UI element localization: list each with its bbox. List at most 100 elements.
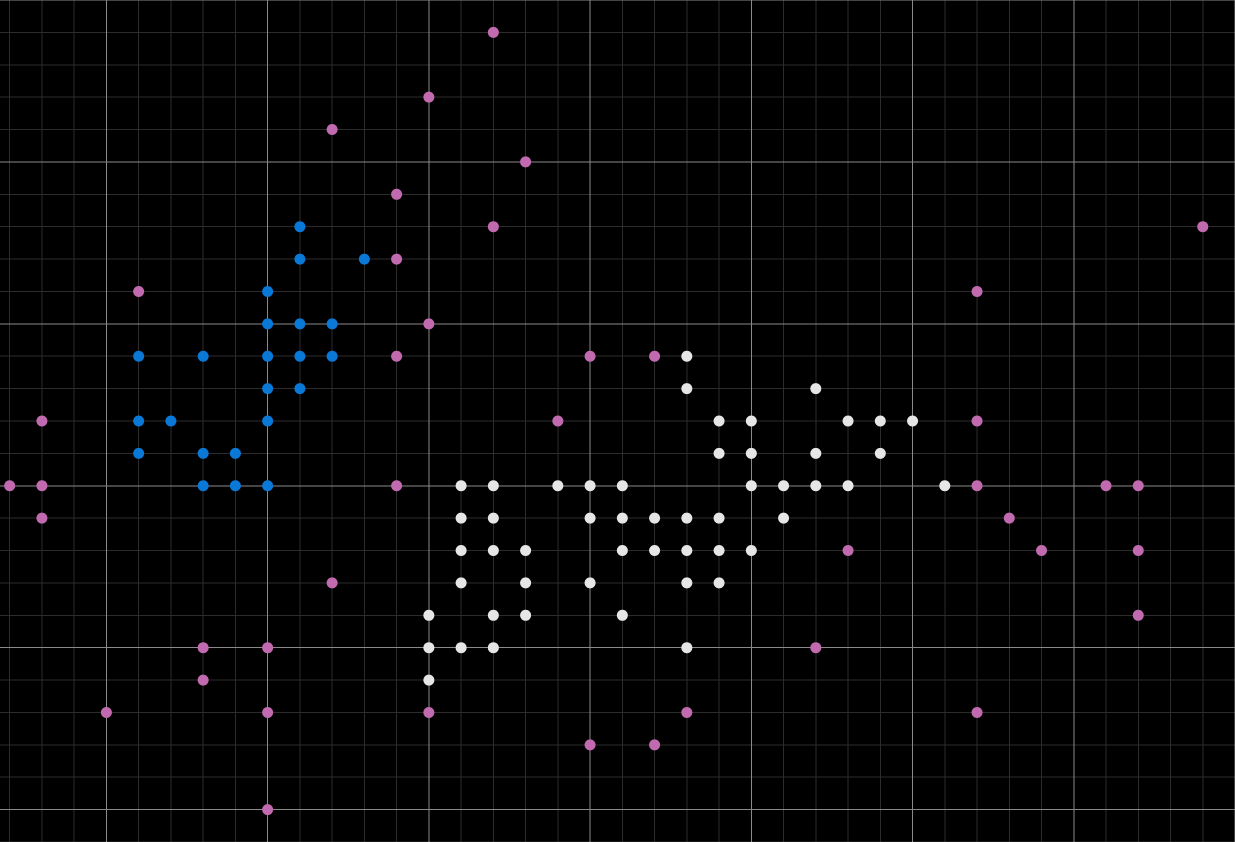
data-points [4,26,1209,816]
data-point-series-2 [262,480,274,492]
data-point-series-2 [262,383,274,395]
data-point-series-1 [262,706,274,718]
data-point-series-3 [681,350,693,362]
data-point-series-1 [649,350,661,362]
data-point-series-3 [423,642,435,654]
data-point-series-3 [842,480,854,492]
data-point-series-1 [1132,609,1144,621]
data-point-series-2 [294,383,306,395]
data-point-series-1 [197,642,209,654]
data-point-series-1 [36,512,48,524]
data-point-series-3 [520,545,532,557]
data-point-series-1 [1197,221,1209,233]
data-point-series-3 [487,545,499,557]
data-point-series-3 [713,415,725,427]
data-point-series-3 [649,545,661,557]
data-point-series-1 [584,739,596,751]
data-point-series-1 [4,480,16,492]
data-point-series-2 [294,350,306,362]
data-point-series-3 [713,512,725,524]
data-point-series-3 [745,480,757,492]
data-point-series-1 [520,156,532,168]
data-point-series-2 [294,318,306,330]
data-point-series-3 [616,609,628,621]
data-point-series-3 [810,383,822,395]
data-point-series-3 [584,480,596,492]
data-point-series-3 [584,577,596,589]
data-point-series-2 [229,447,241,459]
data-point-series-1 [100,706,112,718]
data-point-series-1 [133,285,145,297]
data-point-series-1 [971,415,983,427]
data-point-series-2 [197,480,209,492]
data-point-series-3 [778,512,790,524]
data-point-series-1 [971,285,983,297]
data-point-series-3 [616,480,628,492]
data-point-series-3 [616,545,628,557]
data-point-series-1 [197,674,209,686]
data-point-series-3 [455,545,467,557]
data-point-series-1 [1132,480,1144,492]
data-point-series-1 [1003,512,1015,524]
data-point-series-3 [487,609,499,621]
data-point-series-3 [874,447,886,459]
data-point-series-2 [294,221,306,233]
data-point-series-1 [810,642,822,654]
data-point-series-3 [939,480,951,492]
data-point-series-3 [616,512,628,524]
data-point-series-3 [874,415,886,427]
data-point-series-1 [326,124,338,136]
data-point-series-1 [681,706,693,718]
data-point-series-2 [197,447,209,459]
data-point-series-3 [649,512,661,524]
data-point-series-2 [165,415,177,427]
data-point-series-2 [326,350,338,362]
data-point-series-2 [294,253,306,265]
data-point-series-3 [842,415,854,427]
data-point-series-2 [133,350,145,362]
data-point-series-3 [745,447,757,459]
data-point-series-1 [971,480,983,492]
data-point-series-1 [36,415,48,427]
data-point-series-3 [681,545,693,557]
data-point-series-1 [423,318,435,330]
data-point-series-1 [423,91,435,103]
data-point-series-3 [584,512,596,524]
data-point-series-1 [391,480,403,492]
data-point-series-2 [229,480,241,492]
data-point-series-1 [391,188,403,200]
data-point-series-1 [36,480,48,492]
data-point-series-3 [520,609,532,621]
data-point-series-3 [520,577,532,589]
data-point-series-1 [487,26,499,38]
data-point-series-3 [487,480,499,492]
data-point-series-3 [487,512,499,524]
data-point-series-2 [133,415,145,427]
data-point-series-1 [649,739,661,751]
data-point-series-1 [423,706,435,718]
data-point-series-1 [1132,545,1144,557]
data-point-series-3 [745,545,757,557]
data-point-series-3 [423,674,435,686]
data-point-series-1 [842,545,854,557]
data-point-series-2 [262,285,274,297]
data-point-series-2 [262,318,274,330]
data-point-series-3 [487,642,499,654]
data-point-series-3 [713,577,725,589]
data-point-series-1 [1036,545,1048,557]
data-point-series-3 [810,480,822,492]
data-point-series-3 [455,642,467,654]
data-point-series-1 [552,415,564,427]
data-point-series-3 [423,609,435,621]
data-point-series-3 [681,577,693,589]
data-point-series-1 [326,577,338,589]
data-point-series-3 [455,512,467,524]
data-point-series-3 [778,480,790,492]
data-point-series-2 [133,447,145,459]
data-point-series-3 [810,447,822,459]
data-point-series-1 [971,706,983,718]
data-point-series-3 [552,480,564,492]
data-point-series-3 [713,447,725,459]
